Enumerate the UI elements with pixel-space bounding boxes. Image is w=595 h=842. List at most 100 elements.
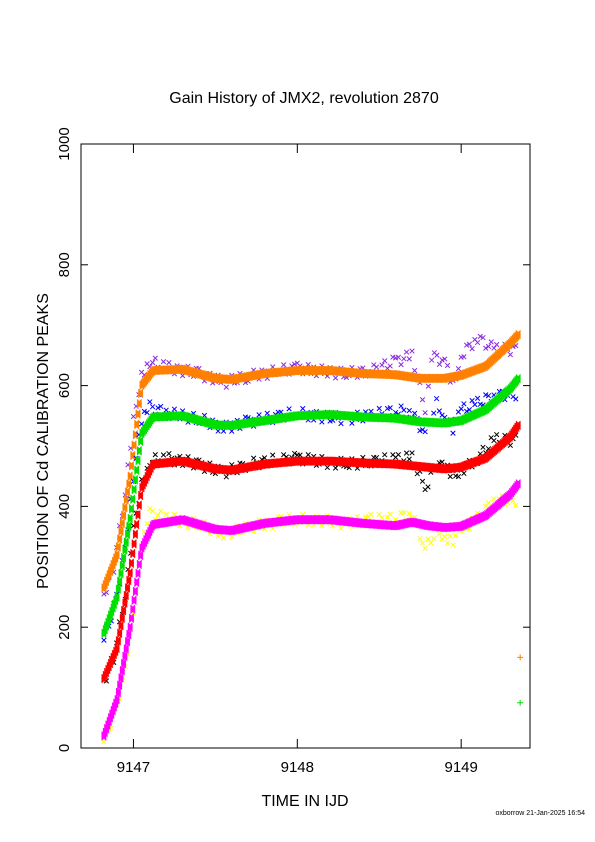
data-point xyxy=(513,396,519,402)
data-point xyxy=(132,434,139,440)
data-point xyxy=(126,524,132,530)
data-point xyxy=(107,613,114,619)
data-point xyxy=(105,577,111,583)
data-point xyxy=(131,443,137,449)
data-point xyxy=(131,488,137,495)
series-1 xyxy=(101,374,521,643)
data-point xyxy=(433,395,440,402)
data-point xyxy=(166,450,172,457)
series-0 xyxy=(101,329,521,597)
data-point xyxy=(126,523,132,529)
data-point xyxy=(132,433,139,439)
y-tick-label: 600 xyxy=(56,373,73,398)
data-point xyxy=(117,536,123,542)
data-point xyxy=(136,449,142,455)
data-point xyxy=(123,498,129,504)
data-point xyxy=(409,450,415,456)
data-point xyxy=(382,452,388,458)
data-point xyxy=(106,618,112,624)
data-point xyxy=(103,625,110,631)
data-point xyxy=(324,464,331,471)
data-point xyxy=(155,405,161,411)
data-point xyxy=(250,455,257,461)
data-point xyxy=(126,482,132,488)
data-point xyxy=(126,525,132,531)
data-point xyxy=(507,442,513,449)
data-point xyxy=(124,491,131,497)
data-point xyxy=(132,479,139,485)
data-point xyxy=(122,506,128,513)
y-tick-label: 200 xyxy=(56,615,73,640)
data-point xyxy=(136,450,142,456)
data-point xyxy=(223,384,229,390)
data-point xyxy=(444,362,451,369)
data-point xyxy=(115,587,122,593)
data-point xyxy=(409,348,415,354)
data-point xyxy=(483,345,489,351)
data-point xyxy=(114,552,120,558)
data-point xyxy=(114,594,120,600)
data-point xyxy=(115,546,122,552)
data-point xyxy=(403,349,410,355)
data-point xyxy=(319,419,325,425)
data-point xyxy=(122,504,128,511)
data-point xyxy=(110,606,116,612)
data-point xyxy=(124,531,131,537)
data-point xyxy=(429,357,435,363)
data-point xyxy=(431,410,437,416)
data-point xyxy=(126,483,132,489)
data-point xyxy=(406,407,412,414)
data-point xyxy=(387,405,393,411)
data-point xyxy=(118,571,124,578)
y-tick-label: 400 xyxy=(56,494,73,519)
data-point xyxy=(103,624,110,630)
data-point xyxy=(137,438,144,444)
data-point xyxy=(118,530,124,536)
data-point xyxy=(373,364,380,370)
data-point xyxy=(105,620,111,627)
data-point xyxy=(127,517,133,524)
data-point xyxy=(119,520,125,526)
data-point xyxy=(101,587,107,593)
data-point xyxy=(128,464,135,470)
data-point xyxy=(115,544,122,550)
data-point xyxy=(124,533,131,539)
data-point xyxy=(131,486,137,493)
data-point xyxy=(123,499,129,505)
data-point xyxy=(494,431,500,438)
data-point xyxy=(485,393,492,399)
data-point xyxy=(137,440,144,446)
data-point xyxy=(109,610,115,617)
data-point xyxy=(136,403,142,409)
data-point xyxy=(114,553,120,559)
data-point xyxy=(131,444,137,450)
data-point xyxy=(101,631,107,637)
data-point xyxy=(491,345,497,351)
data-point xyxy=(135,458,141,465)
data-point xyxy=(515,332,521,339)
data-point xyxy=(485,343,492,350)
data-point xyxy=(118,528,124,534)
data-point xyxy=(128,506,135,512)
data-point xyxy=(494,341,500,348)
data-point xyxy=(131,487,137,494)
data-point xyxy=(472,401,478,408)
data-point xyxy=(136,402,142,408)
data-point xyxy=(128,463,135,469)
data-point xyxy=(106,573,112,580)
data-point xyxy=(101,632,107,638)
data-point xyxy=(119,522,125,528)
data-point xyxy=(223,474,229,480)
data-point xyxy=(122,549,128,555)
data-point xyxy=(491,437,497,444)
data-point xyxy=(401,407,407,413)
data-point xyxy=(442,356,448,362)
data-point xyxy=(403,450,410,456)
data-point xyxy=(134,422,140,429)
data-point xyxy=(123,539,129,545)
data-point xyxy=(135,411,141,417)
data-point xyxy=(137,391,144,398)
data-point xyxy=(152,355,158,361)
y-tick-label: 0 xyxy=(56,744,73,752)
